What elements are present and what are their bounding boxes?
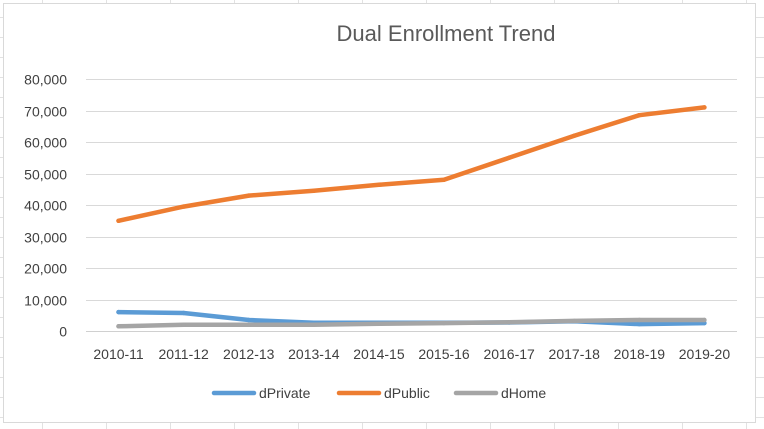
gridlines <box>86 79 737 332</box>
data-point-dprivate[interactable] <box>181 310 186 316</box>
y-tick-label: 70,000 <box>24 104 67 120</box>
plot-series <box>116 105 707 329</box>
data-point-dprivate[interactable] <box>246 317 251 323</box>
x-tick-label: 2014-15 <box>353 346 405 362</box>
data-point-dprivate[interactable] <box>637 321 642 327</box>
data-point-dhome[interactable] <box>702 317 707 323</box>
data-point-dpublic[interactable] <box>637 113 642 118</box>
data-point-dpublic[interactable] <box>441 177 447 182</box>
chart-area[interactable] <box>3 3 756 423</box>
y-tick-label: 60,000 <box>24 135 67 151</box>
x-tick-label: 2013-14 <box>288 346 340 362</box>
series-dhome <box>116 317 707 329</box>
legend-item-dhome[interactable]: dHome <box>453 385 546 401</box>
data-point-dhome[interactable] <box>246 322 251 327</box>
data-point-dhome[interactable] <box>181 322 186 327</box>
data-point-dpublic[interactable] <box>572 133 577 138</box>
y-tick-label: 30,000 <box>24 230 67 246</box>
data-point-dpublic[interactable] <box>116 218 121 223</box>
data-point-dpublic[interactable] <box>246 193 251 198</box>
chart-title: Dual Enrollment Trend <box>337 21 556 46</box>
data-point-dpublic[interactable] <box>702 105 707 110</box>
data-point-dpublic[interactable] <box>181 204 186 209</box>
legend-label-dprivate: dPrivate <box>259 385 311 401</box>
legend-label-dpublic: dPublic <box>384 385 430 401</box>
series-dpublic <box>116 105 707 224</box>
data-point-dpublic[interactable] <box>311 188 316 193</box>
y-tick-label: 20,000 <box>24 261 67 277</box>
x-tick-label: 2017-18 <box>549 346 601 362</box>
y-tick-label: 40,000 <box>24 198 67 214</box>
data-point-dhome[interactable] <box>637 317 642 323</box>
y-tick-label: 50,000 <box>24 167 67 183</box>
data-point-dpublic[interactable] <box>376 182 382 187</box>
y-axis-tick-labels: 0 10,000 20,000 30,000 40,000 50,000 60,000 70,… <box>24 72 67 340</box>
x-tick-label: 2016-17 <box>483 346 535 362</box>
data-point-dhome[interactable] <box>441 320 447 326</box>
data-point-dhome[interactable] <box>116 324 121 329</box>
data-point-dhome[interactable] <box>572 318 577 324</box>
x-tick-label: 2018-19 <box>614 346 666 362</box>
data-point-dpublic[interactable] <box>506 155 512 160</box>
data-point-dhome[interactable] <box>506 320 512 325</box>
series-line-dpublic[interactable] <box>116 105 707 224</box>
x-tick-label: 2010-11 <box>93 346 144 362</box>
x-tick-label: 2015-16 <box>418 346 470 362</box>
y-tick-label: 80,000 <box>24 72 67 88</box>
series-line-dhome[interactable] <box>116 317 707 329</box>
x-tick-label: 2019-20 <box>679 346 731 362</box>
data-point-dhome[interactable] <box>376 321 382 326</box>
legend-item-dpublic[interactable]: dPublic <box>336 385 430 401</box>
x-tick-label: 2011-12 <box>158 346 209 362</box>
y-tick-label: 0 <box>59 324 67 340</box>
legend-label-dhome: dHome <box>501 385 546 401</box>
y-tick-label: 10,000 <box>24 293 67 309</box>
data-point-dprivate[interactable] <box>116 309 121 315</box>
legend-item-dprivate[interactable]: dPrivate <box>211 385 311 401</box>
legend: dPrivate dPublic dHome <box>211 385 546 401</box>
data-point-dhome[interactable] <box>311 322 316 327</box>
x-tick-label: 2012-13 <box>223 346 275 362</box>
x-axis-tick-labels: 2010-11 2011-12 2012-13 2013-14 2014-15 2015-… <box>93 346 730 362</box>
